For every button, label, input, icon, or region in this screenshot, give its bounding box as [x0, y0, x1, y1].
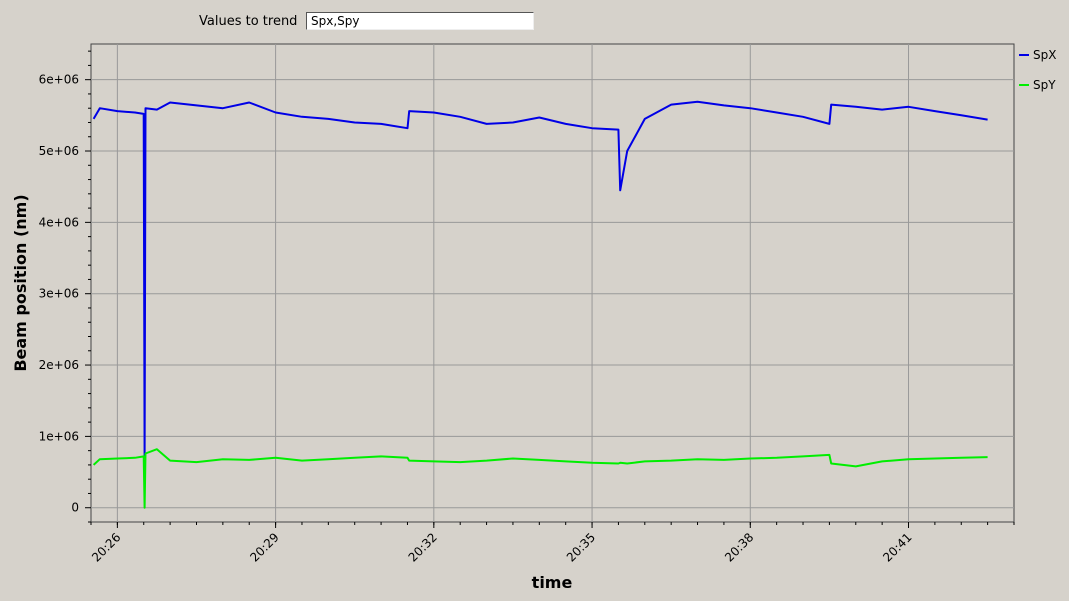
series-lines — [92, 100, 988, 509]
x-tick-label: 20:26 — [89, 530, 123, 564]
plot-area — [90, 43, 1015, 523]
x-tick-label: 20:38 — [722, 530, 756, 564]
legend-label-spx: SpX — [1033, 48, 1056, 62]
y-tick-label: 5e+06 — [39, 144, 79, 158]
x-axis: 20:26 20:29 20:32 20:35 20:38 20:41 — [89, 522, 1015, 565]
legend: SpX SpY — [1019, 48, 1056, 92]
legend-label-spy: SpY — [1033, 78, 1056, 92]
y-tick-label: 4e+06 — [39, 215, 79, 229]
y-tick-label: 3e+06 — [39, 287, 79, 301]
values-to-trend-label: Values to trend — [199, 14, 298, 29]
series-spy-line — [92, 448, 988, 509]
x-tick-label: 20:41 — [880, 530, 914, 564]
grid-lines — [91, 44, 1014, 522]
x-tick-label: 20:29 — [247, 530, 281, 564]
y-tick-label: 1e+06 — [39, 429, 79, 443]
y-tick-label: 2e+06 — [39, 358, 79, 372]
x-tick-label: 20:35 — [564, 530, 598, 564]
y-axis: 0 1e+06 2e+06 3e+06 4e+06 5e+06 6e+06 — [39, 50, 91, 523]
x-tick-label: 20:32 — [406, 530, 440, 564]
y-tick-label: 6e+06 — [39, 73, 79, 87]
x-axis-title: time — [532, 573, 573, 592]
series-spx-line — [92, 100, 988, 459]
y-tick-label: 0 — [71, 501, 79, 515]
values-to-trend-input[interactable] — [306, 12, 534, 30]
y-axis-title: Beam position (nm) — [11, 194, 30, 371]
